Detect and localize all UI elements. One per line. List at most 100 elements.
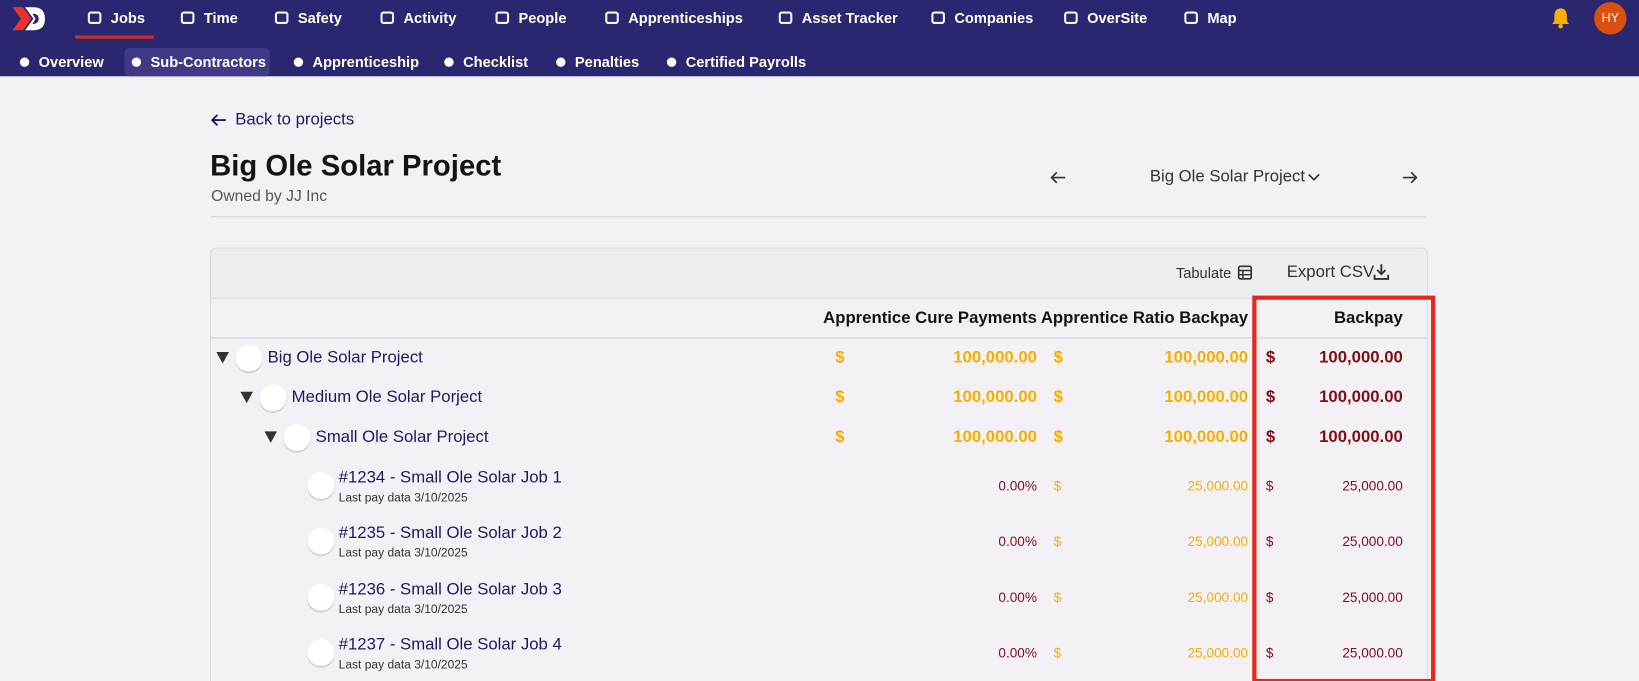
row-avatar [307,583,335,611]
active-underline [75,35,154,39]
currency-symbol: $ [1265,477,1274,494]
nav-item[interactable]: Map [1207,9,1237,27]
job-name[interactable]: #1234 - Small Ole Solar Job 1 [338,468,562,487]
subnav-dot [19,57,30,67]
nav-item[interactable]: Companies [954,9,1034,27]
amount: 25,000.00 [1342,645,1403,661]
nav-item[interactable]: OverSite [1087,9,1148,27]
job-name[interactable]: #1236 - Small Ole Solar Job 3 [338,580,562,599]
amount: 100,000.00 [1164,428,1249,447]
currency-symbol: $ [835,348,845,367]
amount: 25,000.00 [1187,589,1249,606]
currency-symbol: $ [1053,388,1063,407]
selector-chevron[interactable] [1307,171,1322,184]
currency-symbol: $ [1053,645,1062,661]
amount: 25,000.00 [1187,645,1249,661]
subnav-item[interactable]: Overview [38,53,104,70]
amount: 100,000.00 [953,428,1037,447]
nav-item[interactable]: Jobs [110,9,145,27]
subnav-item[interactable]: Apprenticeship [312,53,420,70]
currency-symbol: $ [1053,533,1062,550]
nav-icon[interactable] [87,11,102,25]
nav-icon[interactable] [605,11,619,25]
project-title: Big Ole Solar Project [210,149,502,182]
row-name[interactable]: Big Ole Solar Project [267,348,423,367]
row-avatar [307,527,335,555]
back-arrow[interactable] [209,112,228,129]
nav-icon[interactable] [380,11,395,25]
expand-toggle[interactable] [216,351,229,364]
amount: 100,000.00 [1164,348,1249,367]
nav-item[interactable]: Safety [297,9,342,27]
logo[interactable] [10,5,46,32]
nav-icon[interactable] [180,11,195,25]
row-name[interactable]: Small Ole Solar Project [315,428,489,447]
job-name[interactable]: #1237 - Small Ole Solar Job 4 [338,636,562,655]
amount: 100,000.00 [1319,388,1403,407]
next-project[interactable] [1401,169,1420,186]
row-avatar [307,639,335,667]
amount: 0.00% [998,645,1037,661]
amount: 100,000.00 [1319,428,1403,447]
back-link[interactable]: Back to projects [235,110,355,129]
table-card [210,247,1428,681]
currency-symbol: $ [1053,477,1062,494]
export-icon[interactable] [1372,263,1390,281]
nav-item[interactable]: Time [203,9,238,27]
header-divider [211,337,1427,339]
nav-icon[interactable] [495,11,510,25]
amount: 25,000.00 [1187,477,1249,494]
expand-toggle[interactable] [240,391,253,404]
subnav-item[interactable]: Certified Payrolls [685,53,807,70]
table-toolbar [211,248,1427,299]
currency-symbol: $ [835,428,845,447]
project-owner: Owned by JJ Inc [211,187,328,206]
divider [211,216,1427,218]
job-note: Last pay data 3/10/2025 [338,603,468,616]
amount: 100,000.00 [1164,388,1249,407]
nav-icon[interactable] [931,11,945,25]
subnav-item[interactable]: Penalties [574,53,640,70]
job-note: Last pay data 3/10/2025 [338,547,468,561]
amount: 25,000.00 [1342,477,1403,494]
row-name[interactable]: Medium Ole Solar Porject [291,388,483,407]
subnav-item[interactable]: Sub-Contractors [150,53,266,70]
top-bar: HY Jobs Time Safety Activity People Apprentic… [0,0,1639,77]
currency-symbol: $ [1265,388,1276,407]
amount: 100,000.00 [1319,348,1403,367]
previous-project[interactable] [1048,169,1067,186]
tabulate-button[interactable]: Tabulate [1175,264,1232,281]
nav-icon[interactable] [778,11,793,25]
column-header: Backpay [1333,309,1403,327]
row-avatar [307,471,335,500]
tabulate-icon[interactable] [1237,265,1253,280]
amount: 25,000.00 [1187,533,1249,550]
subnav-item[interactable]: Checklist [463,53,529,70]
notifications-bell[interactable] [1549,6,1572,29]
job-name[interactable]: #1235 - Small Ole Solar Job 2 [338,524,562,543]
nav-icon[interactable] [1064,11,1078,25]
amount: 100,000.00 [953,388,1037,407]
project-selector[interactable]: Big Ole Solar Project [1149,168,1306,186]
currency-symbol: $ [1265,533,1274,550]
avatar[interactable]: HY [1594,2,1627,35]
nav-item[interactable]: Activity [403,9,457,27]
subnav-active-pill [124,48,270,77]
subnav-dot [131,57,142,67]
currency-symbol: $ [1265,348,1276,367]
nav-item[interactable]: Apprenticeships [628,9,743,27]
column-header: Apprentice Ratio Backpay [1040,309,1249,327]
export-csv-button[interactable]: Export CSV [1286,263,1375,281]
currency-symbol: $ [1265,589,1274,606]
subnav-dot [444,57,454,67]
nav-item[interactable]: Asset Tracker [801,9,898,27]
subnav-dot [666,57,677,67]
expand-toggle[interactable] [264,431,278,443]
nav-icon[interactable] [274,11,289,25]
nav-item[interactable]: People [518,9,567,27]
row-avatar [283,424,311,452]
column-header: Apprentice Cure Payments [823,309,1037,327]
nav-icon[interactable] [1184,11,1198,25]
